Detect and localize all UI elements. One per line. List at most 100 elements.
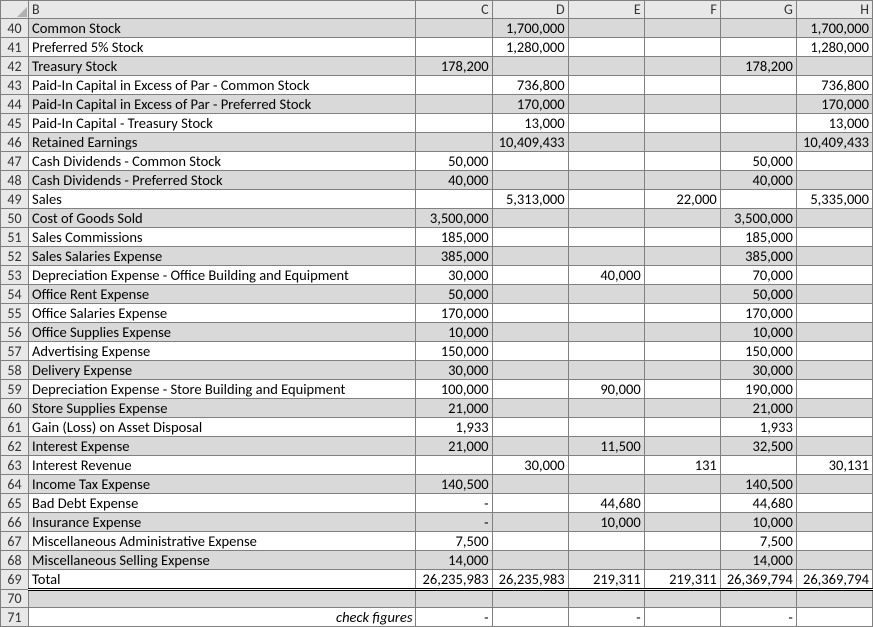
cell[interactable] (568, 532, 644, 551)
cell[interactable]: 736,800 (492, 76, 568, 95)
row-header[interactable]: 61 (1, 418, 29, 437)
row-header[interactable]: 53 (1, 266, 29, 285)
spreadsheet-grid[interactable]: B C D E F G H 40Common Stock1,700,0001,7… (0, 0, 873, 627)
cell[interactable] (416, 76, 492, 95)
cell[interactable] (644, 95, 720, 114)
cell[interactable]: 22,000 (644, 190, 720, 209)
cell[interactable] (644, 266, 720, 285)
cell[interactable]: 178,200 (720, 57, 796, 76)
cell[interactable] (644, 209, 720, 228)
cell[interactable]: 1,933 (720, 418, 796, 437)
cell[interactable]: Income Tax Expense (29, 475, 416, 494)
cell[interactable]: 219,311 (568, 570, 644, 590)
row-header[interactable]: 57 (1, 342, 29, 361)
row-header[interactable]: 66 (1, 513, 29, 532)
cell[interactable] (416, 590, 492, 608)
row-header[interactable]: 68 (1, 551, 29, 570)
col-header-h[interactable]: H (796, 1, 872, 19)
cell[interactable] (644, 57, 720, 76)
cell[interactable] (644, 551, 720, 570)
cell[interactable] (644, 590, 720, 608)
cell[interactable] (796, 247, 872, 266)
cell[interactable]: Interest Expense (29, 437, 416, 456)
row-header[interactable]: 43 (1, 76, 29, 95)
cell[interactable]: 170,000 (416, 304, 492, 323)
row-header[interactable]: 47 (1, 152, 29, 171)
row-header[interactable]: 58 (1, 361, 29, 380)
cell[interactable] (492, 152, 568, 171)
cell[interactable] (720, 590, 796, 608)
cell[interactable] (796, 551, 872, 570)
row-header[interactable]: 67 (1, 532, 29, 551)
cell[interactable]: 185,000 (720, 228, 796, 247)
cell[interactable]: 10,000 (720, 513, 796, 532)
cell[interactable] (416, 19, 492, 38)
cell[interactable] (492, 266, 568, 285)
cell[interactable]: Insurance Expense (29, 513, 416, 532)
cell[interactable]: - (416, 513, 492, 532)
cell[interactable]: Paid-In Capital - Treasury Stock (29, 114, 416, 133)
cell[interactable]: Cash Dividends - Common Stock (29, 152, 416, 171)
cell[interactable]: 385,000 (720, 247, 796, 266)
cell[interactable]: - (720, 608, 796, 627)
cell[interactable] (416, 114, 492, 133)
cell[interactable] (644, 19, 720, 38)
cell[interactable] (796, 152, 872, 171)
cell[interactable]: Store Supplies Expense (29, 399, 416, 418)
cell[interactable]: Sales Commissions (29, 228, 416, 247)
cell[interactable]: 50,000 (720, 152, 796, 171)
cell[interactable]: - (416, 494, 492, 513)
cell[interactable]: 90,000 (568, 380, 644, 399)
cell[interactable]: 100,000 (416, 380, 492, 399)
cell[interactable] (492, 247, 568, 266)
cell[interactable] (644, 285, 720, 304)
cell[interactable] (568, 228, 644, 247)
cell[interactable] (644, 608, 720, 627)
cell[interactable]: 26,235,983 (416, 570, 492, 590)
cell[interactable] (796, 228, 872, 247)
cell[interactable]: 190,000 (720, 380, 796, 399)
cell[interactable] (568, 456, 644, 475)
cell[interactable] (720, 19, 796, 38)
row-header[interactable]: 48 (1, 171, 29, 190)
cell[interactable]: 70,000 (720, 266, 796, 285)
row-header[interactable]: 63 (1, 456, 29, 475)
cell[interactable]: 50,000 (416, 285, 492, 304)
cell[interactable] (644, 399, 720, 418)
cell[interactable] (492, 285, 568, 304)
cell[interactable]: 44,680 (720, 494, 796, 513)
cell[interactable]: 10,409,433 (796, 133, 872, 152)
row-header[interactable]: 51 (1, 228, 29, 247)
cell[interactable]: 219,311 (644, 570, 720, 590)
cell[interactable] (492, 361, 568, 380)
cell[interactable]: Treasury Stock (29, 57, 416, 76)
cell[interactable] (29, 590, 416, 608)
cell[interactable]: 5,335,000 (796, 190, 872, 209)
cell[interactable]: 26,235,983 (492, 570, 568, 590)
cell[interactable] (720, 76, 796, 95)
cell[interactable] (644, 475, 720, 494)
cell[interactable]: Sales Salaries Expense (29, 247, 416, 266)
cell[interactable]: Paid-In Capital in Excess of Par - Prefe… (29, 95, 416, 114)
row-header[interactable]: 65 (1, 494, 29, 513)
cell[interactable]: 5,313,000 (492, 190, 568, 209)
cell[interactable] (568, 19, 644, 38)
cell[interactable]: Gain (Loss) on Asset Disposal (29, 418, 416, 437)
cell[interactable]: 30,000 (720, 361, 796, 380)
cell[interactable] (568, 247, 644, 266)
col-header-g[interactable]: G (720, 1, 796, 19)
cell[interactable] (568, 76, 644, 95)
cell[interactable] (492, 608, 568, 627)
cell[interactable]: 14,000 (416, 551, 492, 570)
cell[interactable]: 3,500,000 (720, 209, 796, 228)
row-header[interactable]: 49 (1, 190, 29, 209)
cell[interactable] (492, 494, 568, 513)
cell[interactable]: 185,000 (416, 228, 492, 247)
cell[interactable] (796, 323, 872, 342)
cell[interactable] (644, 171, 720, 190)
cell[interactable]: 44,680 (568, 494, 644, 513)
cell[interactable] (568, 342, 644, 361)
row-header[interactable]: 62 (1, 437, 29, 456)
cell[interactable] (644, 304, 720, 323)
cell[interactable]: 21,000 (416, 437, 492, 456)
